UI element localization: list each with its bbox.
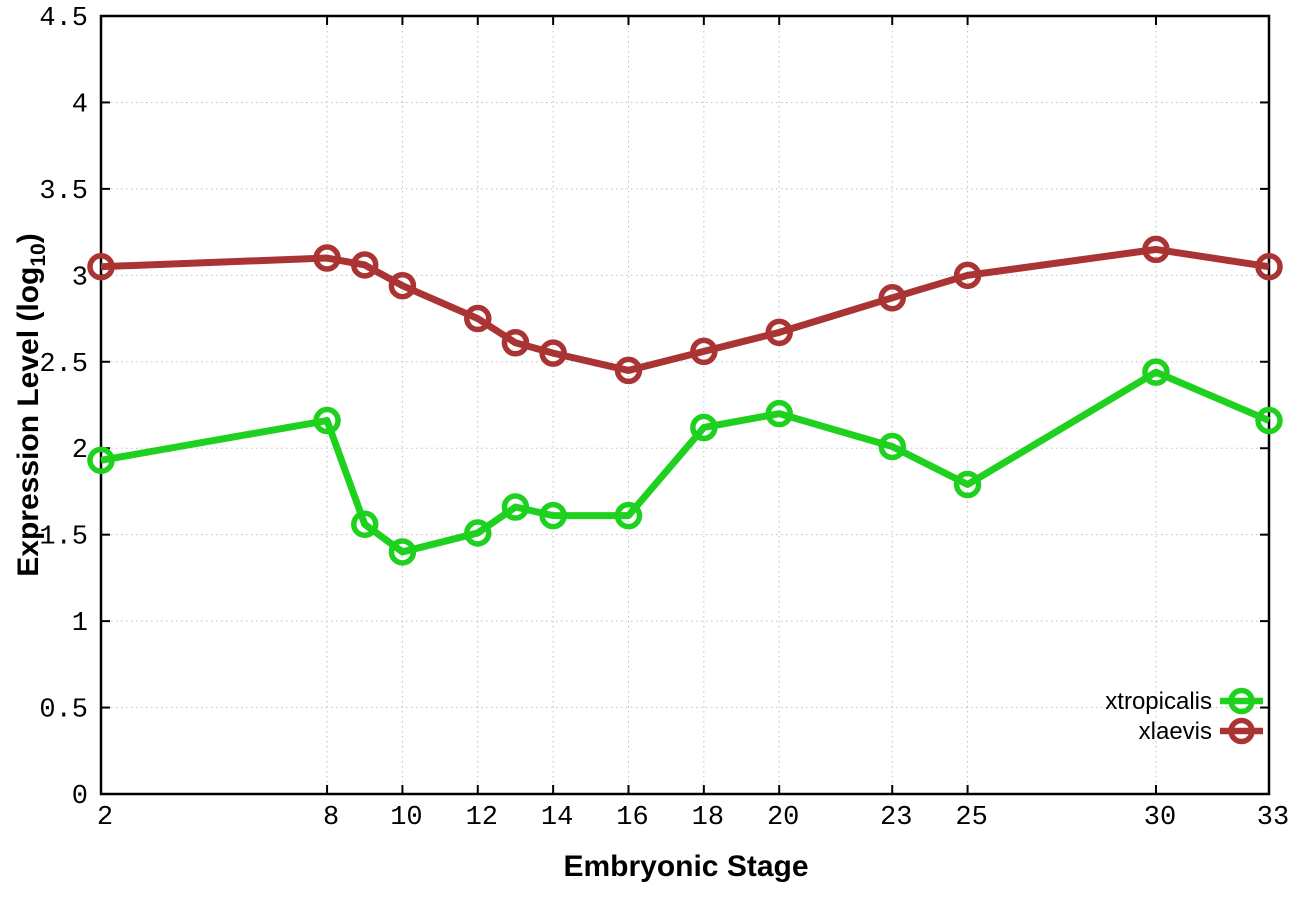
marker-xtropicalis (765, 399, 793, 428)
y-axis-title: Expression Level (log10) (12, 233, 50, 576)
marker-xlaevis (878, 284, 906, 312)
marker-xtropicalis (87, 446, 115, 475)
x-tick-label: 33 (1257, 803, 1289, 833)
y-tick-label: 2 (72, 436, 88, 466)
marker-xtropicalis (1255, 406, 1283, 435)
x-tick-label: 25 (955, 803, 987, 833)
x-tick-label: 20 (767, 803, 799, 833)
legend-marker-xlaevis (1228, 717, 1255, 745)
marker-xlaevis (388, 271, 417, 300)
axis-ticks (100, 15, 1270, 795)
marker-xtropicalis (501, 493, 530, 521)
y-axis-title-end: ) (12, 233, 45, 243)
series-line-xlaevis (100, 245, 1270, 374)
y-tick-label: 4 (72, 90, 88, 120)
marker-xlaevis (953, 261, 982, 290)
grid-lines (100, 15, 1270, 795)
y-axis-title-subscript: 10 (27, 243, 50, 266)
marker-xtropicalis (464, 519, 492, 547)
marker-xlaevis (539, 339, 567, 367)
y-tick-label: 3 (72, 263, 88, 293)
legend-marker-xtropicalis (1228, 687, 1255, 715)
marker-xtropicalis (953, 470, 982, 499)
marker-xlaevis (765, 318, 793, 347)
marker-xlaevis (87, 252, 115, 281)
marker-xtropicalis (614, 501, 643, 530)
marker-xtropicalis (388, 538, 417, 566)
plot-border-rect (99, 14, 1271, 796)
x-axis-title: Embryonic Stage (563, 850, 808, 883)
x-tick-label: 14 (541, 803, 573, 833)
data-series (87, 235, 1283, 566)
x-tick-label: 16 (616, 803, 648, 833)
plot-border (99, 14, 1271, 796)
y-tick-label: 0 (72, 782, 88, 812)
legend-item-xtropicalis: xtropicalis (1105, 687, 1263, 715)
legend-label-xtropicalis: xtropicalis (1105, 688, 1212, 715)
marker-xlaevis (464, 304, 492, 333)
marker-xlaevis (614, 356, 643, 385)
marker-xtropicalis (1142, 358, 1170, 386)
marker-xlaevis (690, 337, 718, 366)
y-tick-label: 1 (72, 609, 88, 639)
marker-xtropicalis (690, 413, 718, 442)
y-axis-title-main: Expression Level (log (12, 267, 45, 577)
y-tick-label: 0.5 (39, 696, 88, 726)
marker-xtropicalis (878, 432, 906, 461)
y-tick-label: 4.5 (39, 4, 88, 34)
series-line-xtropicalis (100, 368, 1271, 556)
marker-xtropicalis (539, 501, 567, 530)
marker-xtropicalis (350, 510, 379, 539)
legend-label-xlaevis: xlaevis (1139, 718, 1212, 745)
x-tick-label: 18 (692, 803, 724, 833)
legend-item-xlaevis: xlaevis (1139, 717, 1263, 745)
marker-xlaevis (1255, 252, 1283, 281)
x-tick-label: 30 (1144, 803, 1176, 833)
x-tick-label: 23 (880, 803, 912, 833)
y-tick-label: 2.5 (39, 350, 88, 380)
tick-labels: 2 8 10 12 14 16 18 20 23 25 30 33 0 0.5 1 1.5 2 2.5 3 3.5 4 4… (39, 4, 1289, 833)
marker-xlaevis (313, 244, 341, 272)
marker-xtropicalis (313, 406, 341, 435)
x-tick-label: 12 (466, 803, 498, 833)
marker-xlaevis (350, 251, 379, 279)
y-tick-label: 1.5 (39, 523, 88, 553)
x-tick-label: 2 (97, 803, 113, 833)
marker-xlaevis (1142, 235, 1170, 264)
marker-xlaevis (501, 329, 530, 357)
x-tick-label: 10 (390, 803, 422, 833)
legend: xtropicalis xlaevis (1105, 687, 1263, 745)
x-tick-label: 8 (323, 803, 339, 833)
y-tick-label: 3.5 (39, 177, 88, 207)
